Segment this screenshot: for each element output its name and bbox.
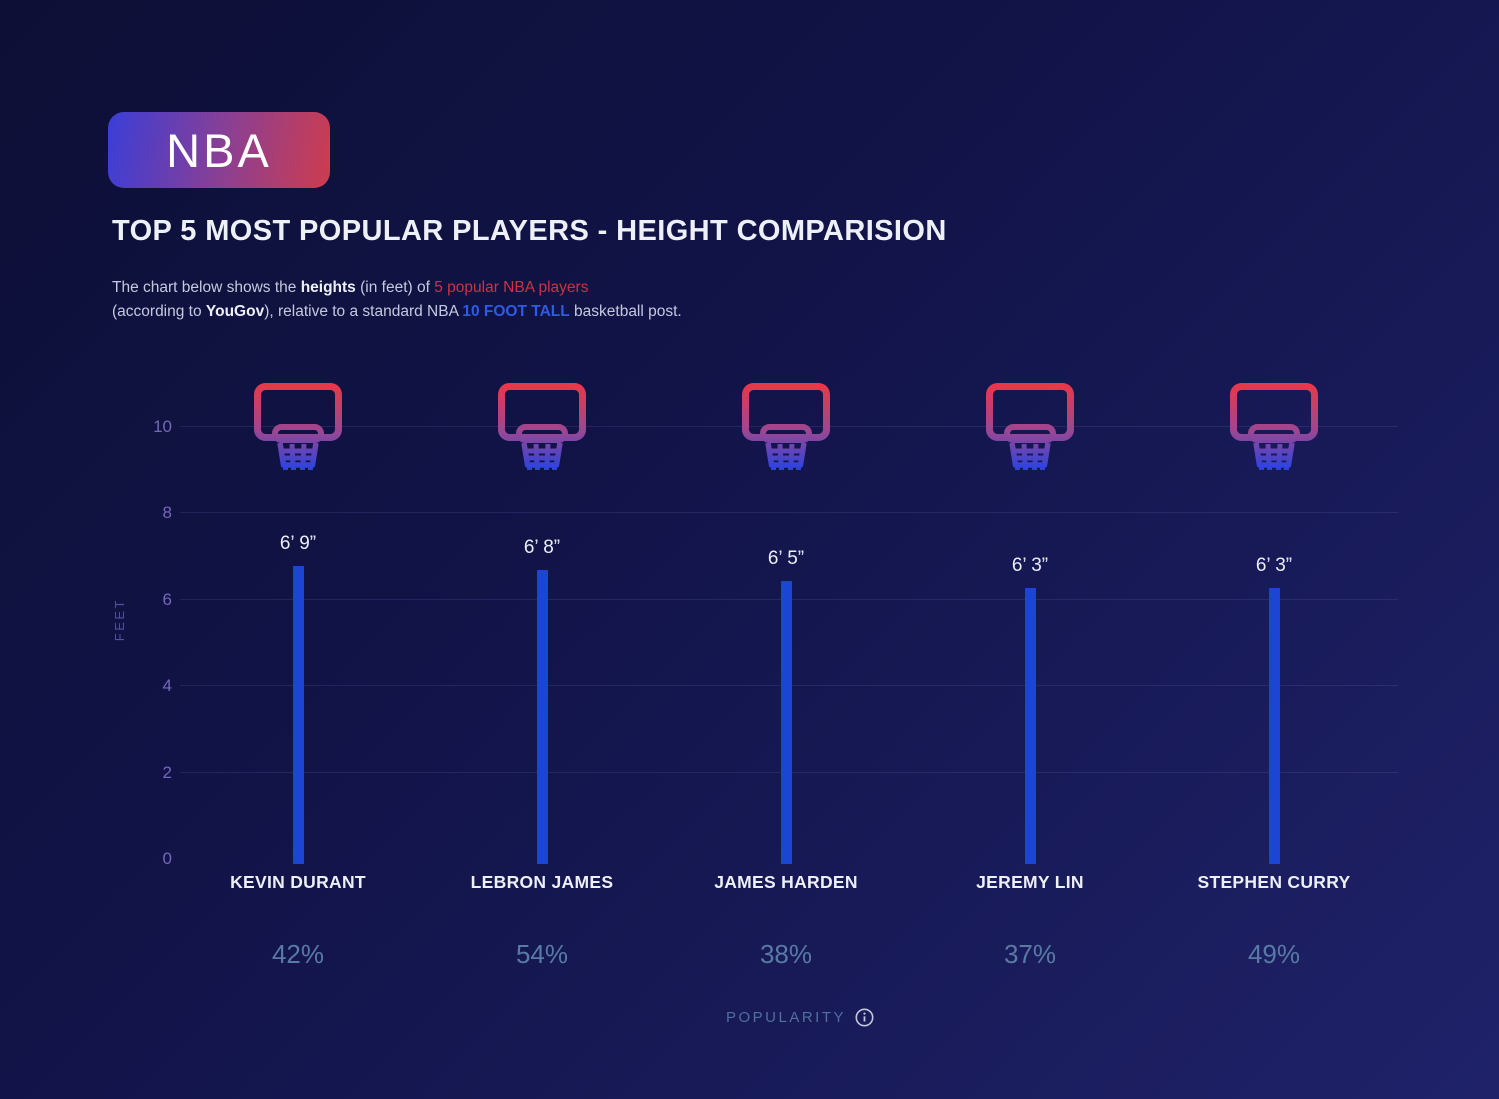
basketball-hoop-icon xyxy=(498,383,586,471)
y-axis-title: FEET xyxy=(112,598,127,642)
basketball-hoop-icon xyxy=(254,383,342,471)
height-bar xyxy=(536,569,548,864)
gridline xyxy=(180,512,1398,514)
height-value-label: 6’ 5” xyxy=(767,547,805,569)
basketball-hoop-icon xyxy=(742,383,830,471)
description-segment: (according to xyxy=(112,302,206,320)
popularity-value: 42% xyxy=(271,939,325,969)
y-axis-tick-label: 8 xyxy=(162,503,172,523)
height-value-label: 6’ 3” xyxy=(1011,555,1049,576)
height-bar xyxy=(780,580,792,864)
height-bar xyxy=(1024,588,1036,864)
player-name-label: LEBRON JAMES xyxy=(470,872,614,892)
player-name-label: STEPHEN CURRY xyxy=(1197,872,1351,892)
basketball-hoop-icon xyxy=(1230,383,1318,471)
description-segment: (in feet) of xyxy=(355,279,435,296)
description-segment: YouGov xyxy=(205,302,265,320)
player-name-label: KEVIN DURANT xyxy=(230,872,366,892)
player-name-label: JEREMY LIN xyxy=(976,872,1084,892)
x-axis-title: POPULARITY xyxy=(726,1008,874,1027)
page-title: TOP 5 MOST POPULAR PLAYERS - HEIGHT COMP… xyxy=(112,215,947,247)
y-axis-tick-label: 10 xyxy=(153,417,172,436)
popularity-label: POPULARITY xyxy=(725,1009,847,1026)
y-axis-tick-label: 0 xyxy=(162,849,172,868)
nba-logo-badge: NBA xyxy=(108,112,330,188)
description-segment: 5 popular NBA players xyxy=(434,279,589,296)
y-axis-tick-label: 4 xyxy=(162,676,172,696)
nba-logo-text: NBA xyxy=(166,123,272,177)
popularity-value: 38% xyxy=(759,939,813,969)
player-name-label: JAMES HARDEN xyxy=(714,872,858,892)
info-icon[interactable] xyxy=(855,1008,874,1027)
description-segment: 10 FOOT TALL xyxy=(462,302,570,320)
chart-description: The chart below shows the heights (in fe… xyxy=(112,276,682,323)
basketball-hoop-icon xyxy=(986,383,1074,471)
height-value-label: 6’ 9” xyxy=(279,533,317,555)
height-value-label: 6’ 8” xyxy=(523,536,561,558)
description-segment: ), relative to a standard NBA xyxy=(264,302,463,320)
y-axis-tick-label: 2 xyxy=(162,762,172,782)
popularity-value: 37% xyxy=(1003,939,1057,969)
description-segment: heights xyxy=(300,279,356,296)
height-bar xyxy=(292,566,304,864)
height-value-label: 6’ 3” xyxy=(1255,555,1293,576)
popularity-value: 49% xyxy=(1247,939,1301,969)
description-segment: The chart below shows the xyxy=(112,279,301,296)
description-segment: basketball post. xyxy=(569,302,682,320)
y-axis-tick-label: 6 xyxy=(162,589,172,609)
popularity-value: 54% xyxy=(515,939,569,969)
height-bar xyxy=(1268,588,1280,864)
